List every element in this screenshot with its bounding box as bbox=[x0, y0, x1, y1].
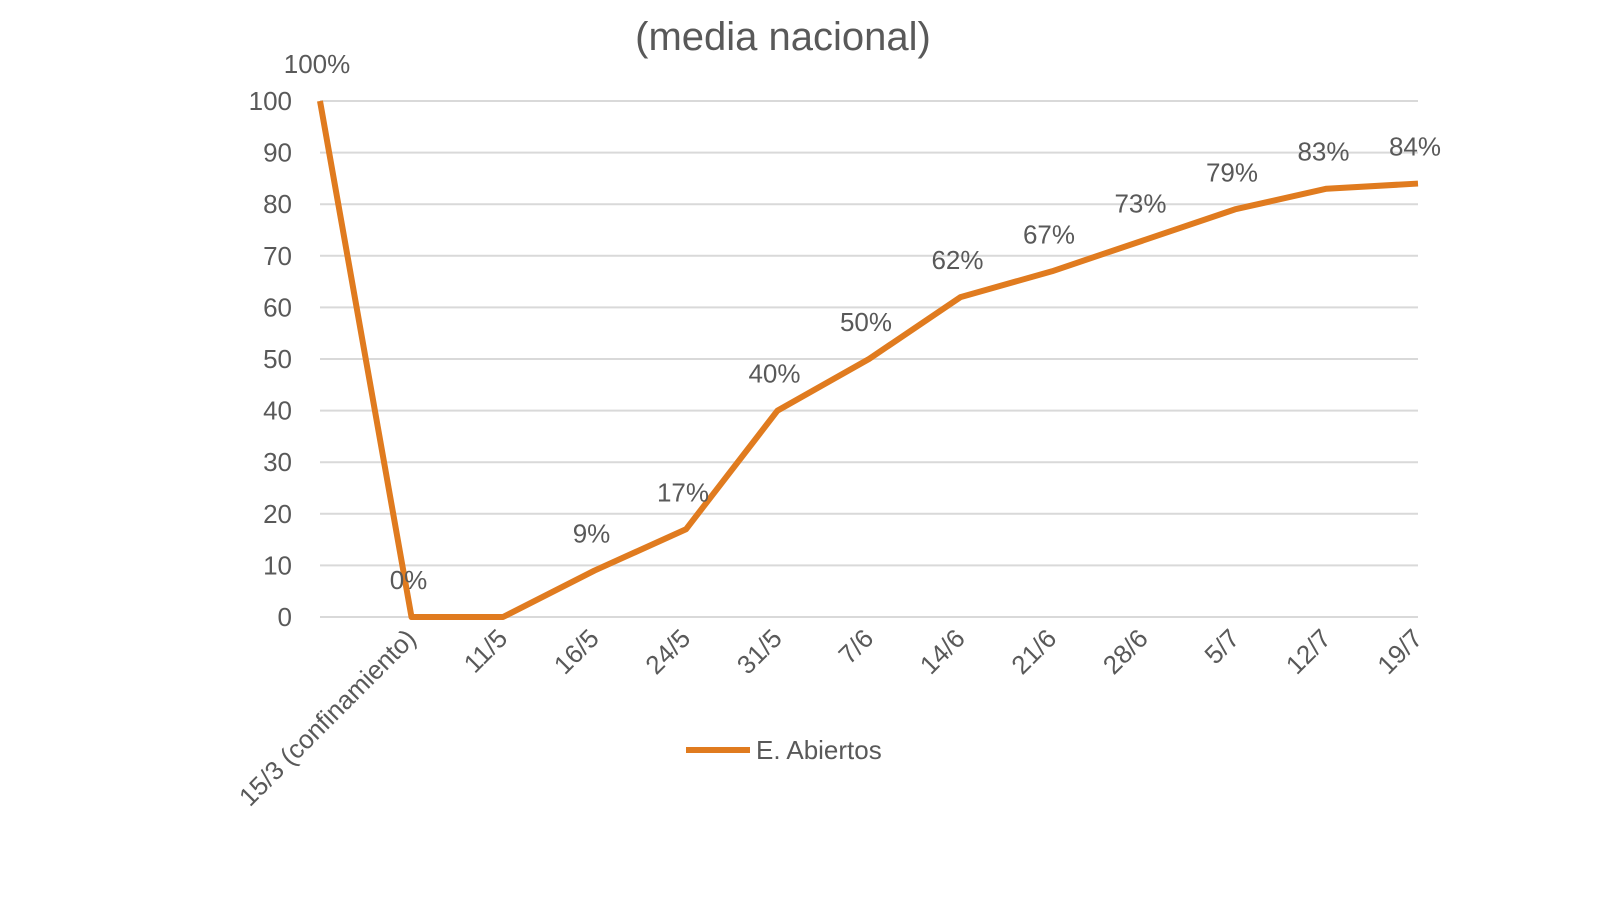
y-tick-label: 100 bbox=[249, 86, 292, 116]
x-tick-label: 21/6 bbox=[1005, 623, 1062, 680]
x-tick-label: 16/5 bbox=[548, 623, 605, 680]
y-tick-label: 0 bbox=[278, 602, 292, 632]
data-label: 40% bbox=[748, 359, 800, 389]
y-tick-label: 40 bbox=[263, 396, 292, 426]
x-tick-label: 11/5 bbox=[458, 623, 514, 679]
data-label: 84% bbox=[1389, 132, 1441, 162]
x-tick-label: 15/3 (confinamiento) bbox=[233, 623, 422, 812]
data-label: 100% bbox=[284, 49, 351, 79]
y-tick-label: 50 bbox=[263, 344, 292, 374]
x-tick-label: 31/5 bbox=[731, 623, 788, 680]
y-tick-label: 70 bbox=[263, 241, 292, 271]
data-label: 67% bbox=[1023, 219, 1075, 249]
data-label: 0% bbox=[390, 565, 428, 595]
y-tick-label: 90 bbox=[263, 138, 292, 168]
chart-title: (media nacional) bbox=[635, 15, 931, 59]
x-tick-label: 19/7 bbox=[1371, 623, 1428, 680]
legend: E. Abiertos bbox=[686, 735, 882, 765]
y-tick-label: 10 bbox=[263, 550, 292, 580]
y-tick-label: 20 bbox=[263, 499, 292, 529]
x-tick-label: 5/7 bbox=[1198, 623, 1245, 670]
x-tick-label: 28/6 bbox=[1097, 623, 1154, 680]
x-tick-label: 12/7 bbox=[1280, 623, 1337, 680]
x-tick-label: 24/5 bbox=[639, 623, 696, 680]
x-tick-label: 7/6 bbox=[832, 623, 879, 670]
data-label: 79% bbox=[1206, 157, 1258, 187]
y-tick-label: 80 bbox=[263, 189, 292, 219]
legend-label: E. Abiertos bbox=[756, 735, 882, 765]
y-tick-label: 30 bbox=[263, 447, 292, 477]
y-tick-label: 60 bbox=[263, 292, 292, 322]
data-label: 17% bbox=[657, 477, 709, 507]
data-label: 50% bbox=[840, 307, 892, 337]
x-tick-label: 14/6 bbox=[914, 623, 971, 680]
data-label: 83% bbox=[1297, 137, 1349, 167]
data-label: 73% bbox=[1114, 188, 1166, 218]
data-label: 9% bbox=[573, 519, 611, 549]
data-label: 62% bbox=[931, 245, 983, 275]
